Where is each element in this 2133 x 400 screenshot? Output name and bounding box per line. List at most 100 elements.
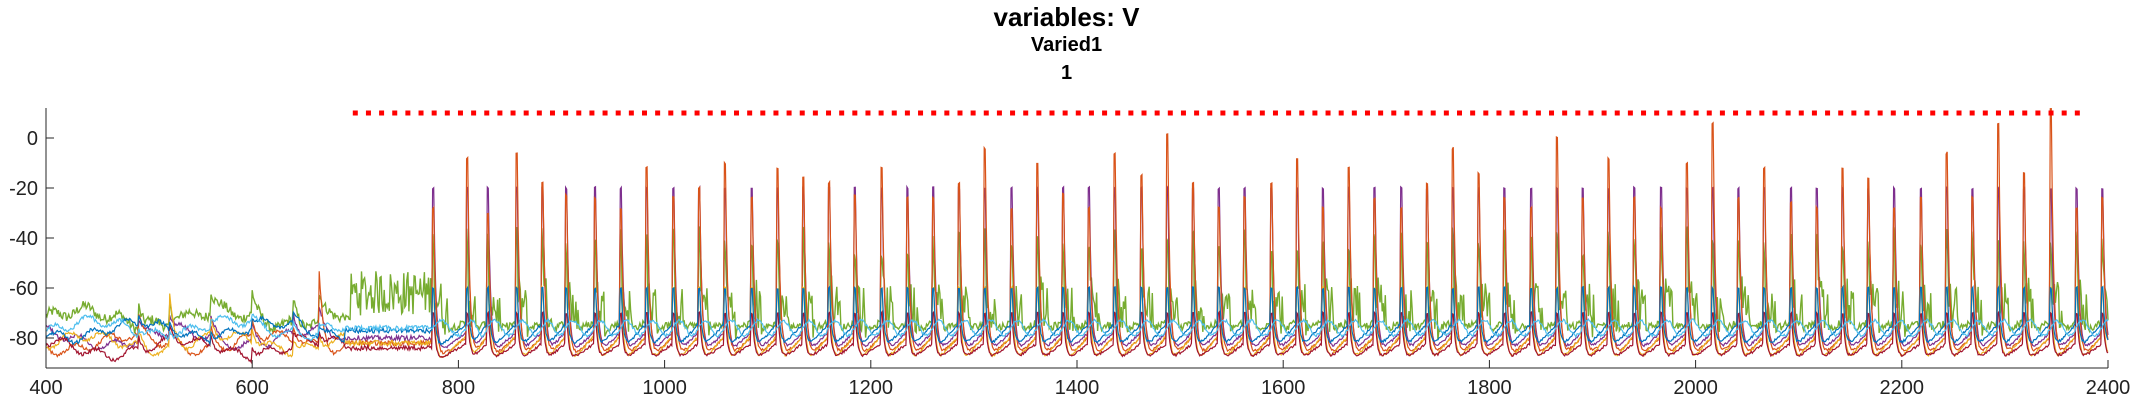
marker-point bbox=[1378, 110, 1384, 116]
marker-point bbox=[523, 110, 529, 116]
marker-point bbox=[668, 110, 674, 116]
marker-point bbox=[1549, 110, 1555, 116]
y-tick-label: -40 bbox=[9, 228, 38, 250]
marker-point bbox=[1667, 110, 1673, 116]
marker-point bbox=[1877, 110, 1883, 116]
marker-point bbox=[2035, 110, 2041, 116]
marker-point bbox=[1838, 110, 1844, 116]
marker-point bbox=[970, 110, 976, 116]
x-tick-label: 800 bbox=[442, 377, 475, 399]
marker-point bbox=[826, 110, 832, 116]
marker-point bbox=[878, 110, 884, 116]
series-line bbox=[45, 284, 2109, 359]
marker-point bbox=[352, 110, 358, 116]
series-line bbox=[45, 226, 2109, 340]
marker-point bbox=[1719, 110, 1725, 116]
marker-point bbox=[786, 110, 792, 116]
marker-point bbox=[799, 110, 805, 116]
marker-point bbox=[1364, 110, 1370, 116]
marker-point bbox=[655, 110, 661, 116]
marker-point bbox=[1088, 110, 1094, 116]
marker-point bbox=[1443, 110, 1449, 116]
marker-point bbox=[1430, 110, 1436, 116]
marker-point bbox=[1798, 110, 1804, 116]
marker-point bbox=[1562, 110, 1568, 116]
series-line bbox=[45, 107, 2109, 358]
marker-point bbox=[365, 110, 371, 116]
marker-point bbox=[2009, 110, 2015, 116]
chart-title: variables: V bbox=[993, 2, 1140, 32]
marker-point bbox=[1930, 110, 1936, 116]
marker-point bbox=[1627, 110, 1633, 116]
marker-point bbox=[2048, 110, 2054, 116]
marker-point bbox=[457, 110, 463, 116]
marker-point bbox=[1496, 110, 1502, 116]
marker-point bbox=[1995, 110, 2001, 116]
marker-point bbox=[1154, 110, 1160, 116]
marker-point bbox=[1654, 110, 1660, 116]
marker-point bbox=[1917, 110, 1923, 116]
y-tick-label: -80 bbox=[9, 328, 38, 350]
marker-point bbox=[1010, 110, 1016, 116]
marker-point bbox=[1417, 110, 1423, 116]
marker-point bbox=[1391, 110, 1397, 116]
y-tick-label: -20 bbox=[9, 178, 38, 200]
marker-point bbox=[431, 110, 437, 116]
marker-point bbox=[1470, 110, 1476, 116]
marker-point bbox=[812, 110, 818, 116]
marker-point bbox=[510, 110, 516, 116]
marker-point bbox=[1522, 110, 1528, 116]
x-tick-label: 400 bbox=[29, 377, 62, 399]
marker-point bbox=[418, 110, 424, 116]
marker-point bbox=[1535, 110, 1541, 116]
marker-point bbox=[1851, 110, 1857, 116]
series-line bbox=[45, 313, 2109, 342]
marker-point bbox=[379, 110, 385, 116]
marker-point bbox=[734, 110, 740, 116]
x-tick-label: 600 bbox=[236, 377, 269, 399]
marker-point bbox=[536, 110, 542, 116]
chart-subsubtitle: 1 bbox=[1060, 62, 1073, 84]
marker-point bbox=[549, 110, 555, 116]
marker-point bbox=[641, 110, 647, 116]
marker-point bbox=[918, 110, 924, 116]
marker-point bbox=[602, 110, 608, 116]
marker-point bbox=[1299, 110, 1305, 116]
marker-point bbox=[444, 110, 450, 116]
marker-point bbox=[707, 110, 713, 116]
marker-point bbox=[1102, 110, 1108, 116]
marker-point bbox=[576, 110, 582, 116]
marker-point bbox=[1207, 110, 1213, 116]
marker-point bbox=[852, 110, 858, 116]
marker-point bbox=[563, 110, 569, 116]
marker-point bbox=[944, 110, 950, 116]
marker-point bbox=[957, 110, 963, 116]
marker-point bbox=[1601, 110, 1607, 116]
marker-point bbox=[392, 110, 398, 116]
marker-point bbox=[484, 110, 490, 116]
marker-point bbox=[1825, 110, 1831, 116]
marker-point bbox=[1811, 110, 1817, 116]
marker-point bbox=[1128, 110, 1134, 116]
marker-point bbox=[839, 110, 845, 116]
marker-point bbox=[773, 110, 779, 116]
marker-point bbox=[1943, 110, 1949, 116]
marker-point bbox=[2061, 110, 2067, 116]
marker-point bbox=[2074, 110, 2080, 116]
marker-point bbox=[497, 110, 503, 116]
x-tick-label: 1000 bbox=[642, 377, 687, 399]
marker-point bbox=[1115, 110, 1121, 116]
marker-point bbox=[1351, 110, 1357, 116]
marker-point bbox=[1062, 110, 1068, 116]
marker-point bbox=[1233, 110, 1239, 116]
x-tick-label: 1800 bbox=[1467, 377, 1512, 399]
marker-point bbox=[1969, 110, 1975, 116]
marker-point bbox=[747, 110, 753, 116]
marker-point bbox=[1141, 110, 1147, 116]
marker-point bbox=[1325, 110, 1331, 116]
marker-point bbox=[1483, 110, 1489, 116]
marker-point bbox=[760, 110, 766, 116]
marker-point bbox=[1759, 110, 1765, 116]
marker-point bbox=[1706, 110, 1712, 116]
y-tick-label: 0 bbox=[27, 128, 38, 150]
